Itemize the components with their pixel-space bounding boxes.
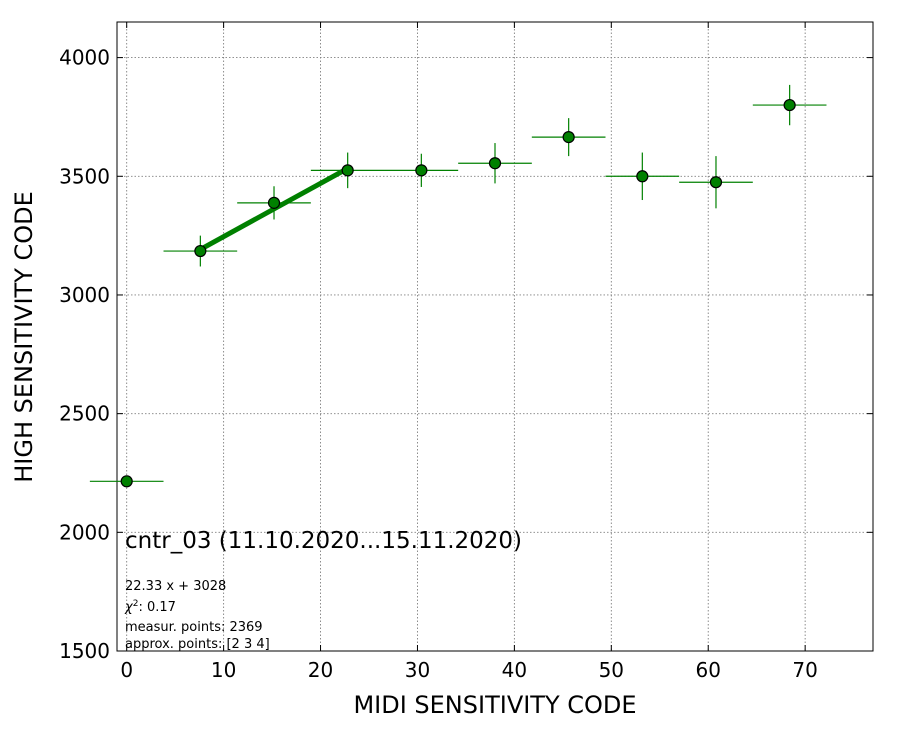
data-point [267,196,281,209]
plot-frame [116,21,874,652]
data-point-group-1 [163,235,238,267]
axes: 0 10 20 30 40 50 60 70 1500 2000 2500 3000 3500 4000 [59,21,874,682]
data-point [562,131,575,144]
y-tick-label-4000: 4000 [59,46,110,70]
x-tick-label-10: 10 [211,658,236,682]
annotation-measur-points: measur. points: 2369 [125,620,263,635]
data-point-group-2 [237,186,311,220]
annotation-equation: 22.33 x + 3028 [125,579,226,594]
annotation-chi2: χ2: 0.17 [124,599,176,615]
x-tick-label-0: 0 [120,658,133,682]
data-point [120,475,133,488]
x-tick-label-70: 70 [792,658,817,682]
data-point [783,98,796,112]
data-point [488,157,502,170]
annotations: cntr_03 (11.10.2020...15.11.2020) 22.33 … [124,528,522,652]
chi2-symbol: χ [124,600,134,615]
data-point [341,164,354,177]
x-tick-label-30: 30 [405,658,430,682]
y-tick-label-3000: 3000 [59,283,110,307]
y-tick-label-1500: 1500 [59,639,110,663]
x-tick-label-60: 60 [696,658,721,682]
data-point-group-4 [384,153,459,187]
y-tick-label-2500: 2500 [59,402,110,426]
y-axis-label: HIGH SENSITIVITY CODE [10,191,38,483]
data-point-group-6 [531,118,606,157]
data-point-group-7 [605,152,680,201]
chi2-value: : 0.17 [138,600,175,615]
data-points [89,84,827,488]
data-point-group-8 [679,156,753,209]
x-tick-label-20: 20 [308,658,333,682]
x-axis-label: MIDI SENSITIVITY CODE [353,691,636,719]
data-point-group-5 [458,143,532,184]
data-point-group-3 [310,152,385,189]
annotation-title: cntr_03 (11.10.2020...15.11.2020) [125,528,522,554]
data-point-group-0 [89,475,164,488]
data-point [194,244,207,258]
x-tick-label-50: 50 [599,658,624,682]
data-point-group-9 [752,84,827,126]
y-tick-label-2000: 2000 [59,520,110,544]
y-tick-label-3500: 3500 [59,164,110,188]
chi2-exponent: 2 [133,599,139,609]
data-point [636,170,649,183]
data-point [415,164,428,177]
data-point [709,176,723,189]
annotation-approx-points: approx. points: [2 3 4] [125,637,270,652]
x-tick-label-40: 40 [502,658,527,682]
